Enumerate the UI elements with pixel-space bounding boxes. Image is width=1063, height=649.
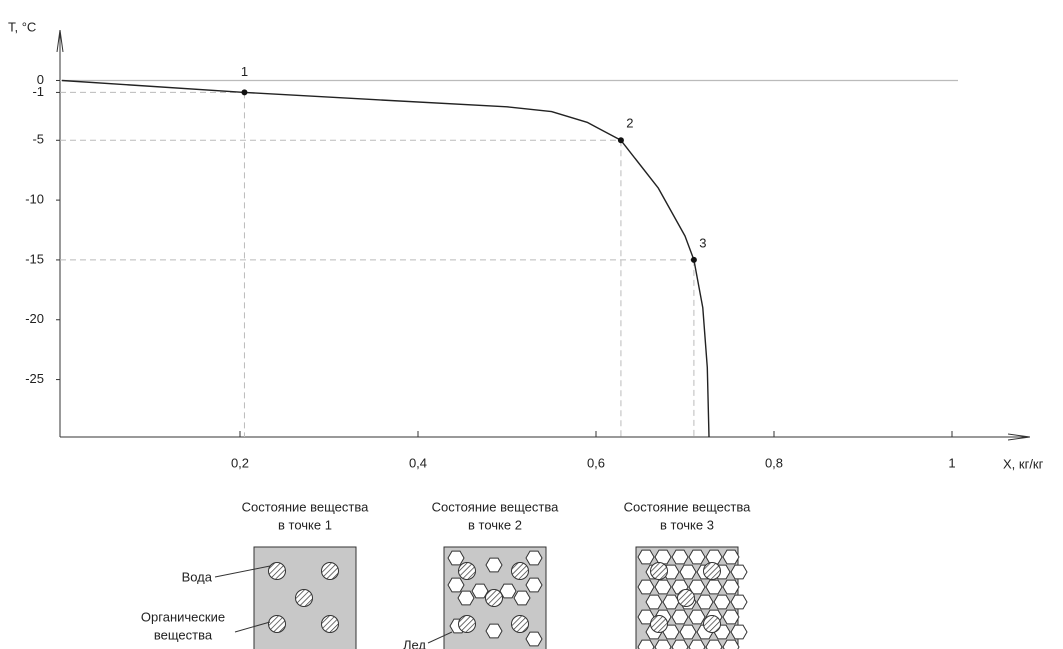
- ice-crystal: [638, 550, 654, 564]
- ice-crystal: [672, 550, 688, 564]
- ice-crystal: [723, 610, 739, 624]
- panel-caption: Состояние вещества: [432, 499, 559, 514]
- panel-caption: в точке 3: [660, 517, 714, 532]
- ice-crystal: [458, 591, 474, 605]
- y-tick-label: -20: [25, 311, 44, 326]
- ice-crystal: [448, 551, 464, 565]
- callout-label: Лед: [403, 637, 426, 649]
- curve: [62, 81, 709, 438]
- point-label: 2: [626, 116, 633, 131]
- y-tick-label: -25: [25, 371, 44, 386]
- ice-crystal: [706, 550, 722, 564]
- ice-crystal: [731, 625, 747, 639]
- panel-caption: Состояние вещества: [242, 499, 369, 514]
- ice-crystal: [486, 558, 502, 572]
- ice-crystal: [697, 595, 713, 609]
- organic-particle: [486, 590, 503, 607]
- panel-caption: Состояние вещества: [624, 499, 751, 514]
- organic-particle: [269, 563, 286, 580]
- ice-crystal: [526, 551, 542, 565]
- ice-crystal: [672, 610, 688, 624]
- panel-caption: в точке 2: [468, 517, 522, 532]
- ice-crystal: [689, 550, 705, 564]
- ice-crystal: [646, 595, 662, 609]
- point: [618, 137, 624, 143]
- x-tick-label: 0,2: [231, 455, 249, 470]
- x-axis-label: X, кг/кг: [1003, 456, 1044, 471]
- y-tick-label: -10: [25, 192, 44, 207]
- organic-particle: [296, 590, 313, 607]
- point: [241, 89, 247, 95]
- panel: [444, 547, 546, 649]
- ice-crystal: [526, 632, 542, 646]
- organic-particle: [322, 563, 339, 580]
- point: [691, 257, 697, 263]
- ice-crystal: [655, 550, 671, 564]
- organic-particle: [651, 616, 668, 633]
- organic-particle: [512, 563, 529, 580]
- organic-particle: [322, 616, 339, 633]
- y-tick-label: -5: [32, 132, 44, 147]
- ice-crystal: [514, 591, 530, 605]
- organic-particle: [269, 616, 286, 633]
- organic-particle: [459, 616, 476, 633]
- ice-crystal: [663, 595, 679, 609]
- ice-crystal: [486, 624, 502, 638]
- organic-particle: [678, 590, 695, 607]
- ice-crystal: [731, 595, 747, 609]
- organic-particle: [512, 616, 529, 633]
- x-tick-label: 1: [948, 455, 955, 470]
- x-tick-label: 0,4: [409, 455, 427, 470]
- ice-crystal: [714, 595, 730, 609]
- point-label: 3: [699, 235, 706, 250]
- organic-particle: [459, 563, 476, 580]
- page: T, °C X, кг/кг 0-1-5-10-15-20-250,20,40,…: [0, 0, 1063, 649]
- ice-crystal: [706, 580, 722, 594]
- organic-particle: [651, 563, 668, 580]
- ice-crystal: [638, 580, 654, 594]
- panel-caption: в точке 1: [278, 517, 332, 532]
- ice-crystal: [731, 565, 747, 579]
- x-tick-label: 0,8: [765, 455, 783, 470]
- ice-crystal: [723, 580, 739, 594]
- panel: [636, 547, 747, 649]
- ice-crystal: [526, 578, 542, 592]
- callout-label: вещества: [154, 627, 213, 642]
- ice-crystal: [723, 550, 739, 564]
- ice-crystal: [680, 565, 696, 579]
- organic-particle: [704, 563, 721, 580]
- panel: [254, 547, 356, 649]
- organic-particle: [704, 616, 721, 633]
- point-label: 1: [241, 64, 248, 79]
- ice-crystal: [655, 580, 671, 594]
- y-tick-label: -15: [25, 251, 44, 266]
- callout-label: Вода: [182, 569, 213, 584]
- ice-crystal: [680, 625, 696, 639]
- chart: T, °C X, кг/кг 0-1-5-10-15-20-250,20,40,…: [0, 0, 1063, 649]
- y-tick-label: -1: [32, 84, 44, 99]
- ice-crystal: [448, 578, 464, 592]
- ice-crystal: [689, 610, 705, 624]
- callout-label: Органические: [141, 609, 225, 624]
- x-tick-label: 0,6: [587, 455, 605, 470]
- y-axis-label: T, °C: [8, 19, 36, 34]
